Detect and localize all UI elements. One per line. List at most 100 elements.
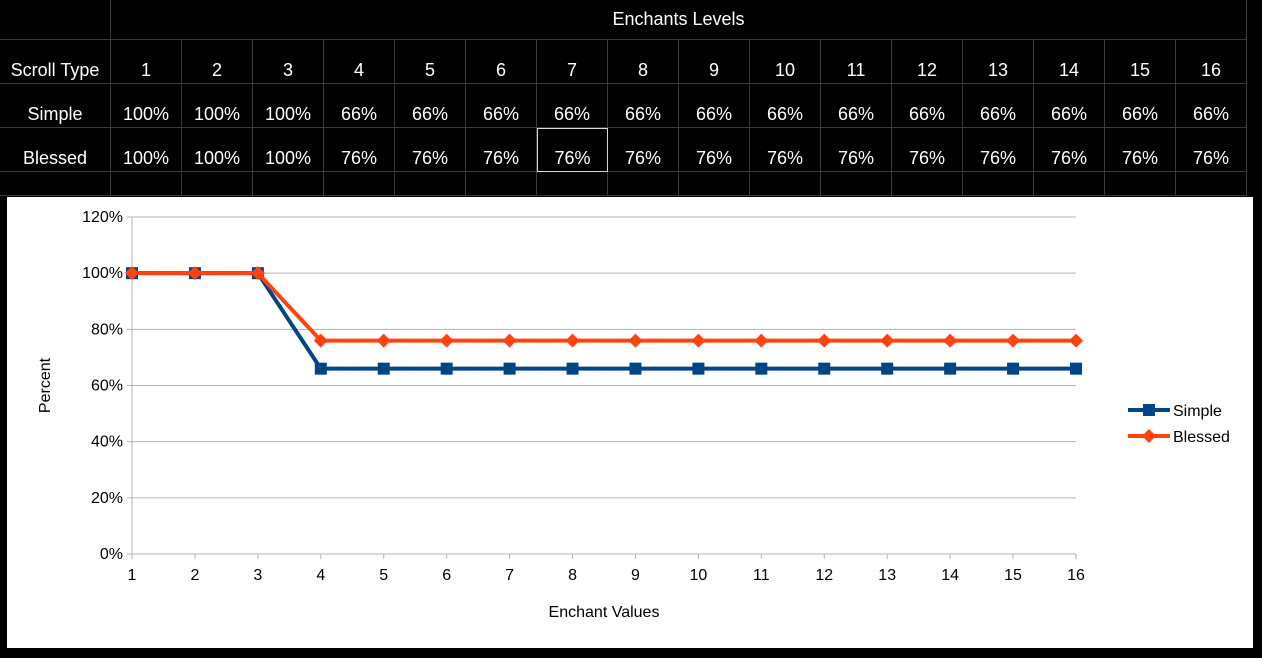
value-cell[interactable]: 76% [1176,128,1247,172]
data-point-blessed [628,333,643,348]
legend-label: Simple [1173,403,1222,420]
empty-cell[interactable] [1105,172,1176,196]
level-header-cell[interactable]: 1 [111,40,182,84]
level-header-cell[interactable]: 5 [395,40,466,84]
value-cell[interactable]: 100% [182,84,253,128]
line-chart: 0% 20% 40% 60% 80% 100% 120% 1 2 3 4 5 6 7 8 9 10 11 12 13 1… [7,197,1253,648]
level-header-cell[interactable]: 12 [892,40,963,84]
empty-cell[interactable] [892,172,963,196]
level-header-cell[interactable]: 2 [182,40,253,84]
value-cell[interactable]: 100% [111,84,182,128]
empty-cell[interactable] [608,172,679,196]
empty-cell[interactable] [466,172,537,196]
y-tick-label: 20% [91,490,123,507]
value-cell[interactable]: 66% [1105,84,1176,128]
level-header-cell[interactable]: 16 [1176,40,1247,84]
x-tick-label: 15 [1004,567,1022,584]
value-cell[interactable]: 76% [1105,128,1176,172]
row-label-cell[interactable]: Simple [0,84,111,128]
data-point-simple [314,362,327,375]
empty-cell[interactable] [821,172,892,196]
level-header-cell[interactable]: 7 [537,40,608,84]
empty-cell[interactable] [395,172,466,196]
value-cell[interactable]: 76% [679,128,750,172]
data-point-blessed [313,333,328,348]
value-cell[interactable]: 76% [750,128,821,172]
value-cell[interactable]: 100% [182,128,253,172]
value-cell[interactable]: 100% [253,84,324,128]
data-point-simple [692,362,705,375]
value-cell[interactable]: 66% [892,84,963,128]
empty-cell[interactable] [963,172,1034,196]
value-cell[interactable]: 66% [324,84,395,128]
x-tick-label: 12 [815,567,833,584]
data-point-simple [377,362,390,375]
value-cell[interactable]: 76% [395,128,466,172]
value-cell[interactable]: 66% [679,84,750,128]
value-cell[interactable]: 66% [466,84,537,128]
y-tick-label: 40% [91,434,123,451]
x-tick-label: 6 [442,567,451,584]
data-point-blessed [1006,333,1021,348]
empty-cell[interactable] [750,172,821,196]
value-cell[interactable]: 66% [395,84,466,128]
level-header-cell[interactable]: 3 [253,40,324,84]
x-tick-label: 10 [690,567,708,584]
value-cell[interactable]: 76% [963,128,1034,172]
level-header-cell[interactable]: 6 [466,40,537,84]
x-tick-label: 4 [316,567,325,584]
empty-cell[interactable] [182,172,253,196]
series-line-simple [132,271,1076,371]
x-tick-label: 3 [253,567,262,584]
value-cell[interactable]: 76% [324,128,395,172]
x-axis-label: Enchant Values [549,604,660,621]
row-header-label-cell[interactable]: Scroll Type [0,40,111,84]
data-point-blessed [250,266,265,281]
x-tick-label: 5 [379,567,388,584]
empty-cell[interactable] [324,172,395,196]
value-cell[interactable]: 66% [821,84,892,128]
data-point-blessed [376,333,391,348]
value-cell[interactable]: 66% [963,84,1034,128]
value-cell[interactable]: 66% [1034,84,1105,128]
row-label-cell[interactable]: Blessed [0,128,111,172]
level-header-cell[interactable]: 10 [750,40,821,84]
value-cell[interactable]: 76% [1034,128,1105,172]
empty-cell[interactable] [1034,172,1105,196]
level-header-cell[interactable]: 15 [1105,40,1176,84]
level-header-cell[interactable]: 8 [608,40,679,84]
data-point-blessed [817,333,832,348]
value-cell[interactable]: 76% [608,128,679,172]
level-header-cell[interactable]: 13 [963,40,1034,84]
empty-cell[interactable] [111,172,182,196]
data-point-simple [629,362,642,375]
value-cell[interactable]: 66% [750,84,821,128]
cell-corner[interactable] [0,0,111,40]
value-cell[interactable]: 66% [608,84,679,128]
empty-cell[interactable] [537,172,608,196]
value-cell[interactable]: 100% [253,128,324,172]
data-point-blessed [754,333,769,348]
value-cell[interactable]: 66% [1176,84,1247,128]
empty-cell[interactable] [253,172,324,196]
data-point-blessed [880,333,895,348]
header-title-cell[interactable]: Enchants Levels [111,0,1247,40]
value-cell[interactable]: 76% [821,128,892,172]
level-header-cell[interactable]: 11 [821,40,892,84]
y-axis-label: Percent [37,357,54,413]
empty-cell[interactable] [0,172,111,196]
legend-marker-blessed [1142,429,1156,443]
value-cell[interactable]: 66% [537,84,608,128]
empty-cell[interactable] [1176,172,1247,196]
value-cell[interactable]: 76% [537,128,608,172]
y-tick-label: 60% [91,378,123,395]
level-header-cell[interactable]: 4 [324,40,395,84]
level-header-cell[interactable]: 14 [1034,40,1105,84]
data-point-blessed [565,333,580,348]
level-header-cell[interactable]: 9 [679,40,750,84]
value-cell[interactable]: 100% [111,128,182,172]
value-cell[interactable]: 76% [892,128,963,172]
x-tick-label: 1 [128,567,137,584]
value-cell[interactable]: 76% [466,128,537,172]
empty-cell[interactable] [679,172,750,196]
